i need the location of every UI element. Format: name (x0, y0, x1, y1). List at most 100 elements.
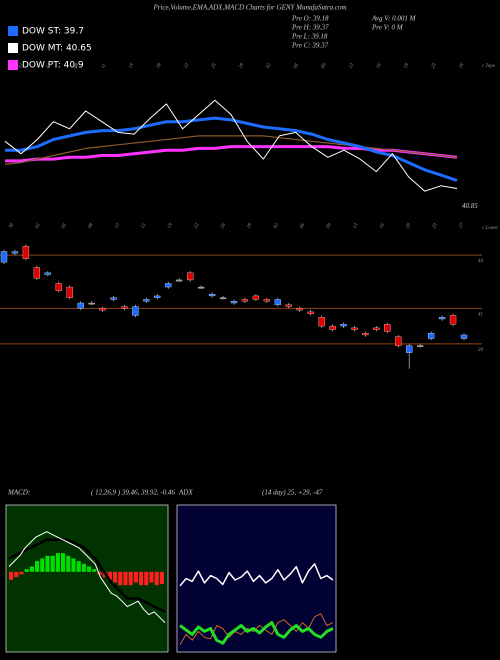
candle-body (438, 317, 446, 320)
x-tick-label: 22 (194, 222, 201, 229)
candle-body (460, 334, 468, 339)
candle-body (417, 345, 424, 347)
series-line (179, 563, 334, 587)
histogram-bar (45, 555, 50, 572)
candle-body (154, 295, 161, 298)
x-tick-label: 19 (167, 222, 174, 229)
candle-body (33, 267, 41, 279)
histogram-bar (159, 571, 164, 585)
histogram-bar (154, 571, 159, 586)
histogram-bar (35, 561, 40, 572)
histogram-bar (128, 571, 133, 586)
x-tick-label: 12 (348, 62, 355, 69)
candle-body (143, 299, 150, 302)
x-tick-label: 30 (8, 222, 15, 229)
legend-label: DOW PT: 40.9 (22, 61, 84, 71)
candle-body (187, 272, 194, 281)
x-tick-label: 18 (156, 62, 163, 69)
x-tick-label: 16 (379, 222, 386, 229)
y-tick-label: 44 (478, 259, 484, 264)
candle-body (406, 345, 413, 353)
candle-body (66, 286, 73, 298)
histogram-bar (144, 571, 149, 586)
panel-background (5, 504, 169, 653)
histogram-bar (19, 571, 24, 575)
x-tick-label: 20 (405, 222, 412, 229)
candle-body (449, 315, 457, 325)
stat: Pre O: 39.18 (291, 15, 329, 23)
series-line (8, 531, 166, 623)
x-tick-label: 08 (73, 62, 80, 69)
candle-body (252, 295, 260, 300)
x-tick-label: 16 (376, 62, 383, 69)
histogram-bar (61, 553, 66, 572)
histogram-bar (29, 566, 34, 572)
side-note: c Topo (482, 64, 496, 69)
candle-body (427, 333, 435, 339)
stat: Pre V: 0 M (371, 24, 404, 32)
histogram-bar (133, 571, 138, 583)
histogram-bar (24, 569, 29, 572)
legend-label: DOW ST: 39.7 (22, 27, 84, 37)
stat: Pre C: 39.37 (291, 42, 329, 50)
candle-body (77, 302, 84, 309)
legend-swatch (8, 26, 18, 36)
x-tick-label: 05 (61, 222, 68, 229)
candle-body (197, 286, 205, 289)
candle-body (274, 299, 281, 305)
candle-body (318, 317, 325, 327)
stat: Avg V: 0.001 M (371, 15, 417, 23)
x-tick-label: 01 (35, 223, 42, 230)
legend-swatch (8, 60, 18, 70)
stat: Pre H: 39.37 (291, 24, 329, 32)
x-tick-label: 09 (326, 222, 333, 229)
histogram-bar (71, 558, 76, 572)
panel-title: ADX (178, 489, 193, 497)
x-tick-label: 04 (46, 62, 53, 69)
candle-body (22, 246, 30, 259)
candle-body (373, 327, 380, 330)
series-line (4, 135, 458, 165)
x-tick-label: 02 (273, 222, 280, 229)
y-tick-label: 39 (478, 348, 484, 353)
panel-subtitle: (14 day) 25, +29, -47 (262, 489, 323, 497)
x-tick-label: 26 (220, 222, 227, 229)
candle-body (307, 311, 314, 314)
x-tick-label: 13 (353, 222, 360, 229)
candle-body (351, 327, 358, 330)
histogram-bar (14, 571, 19, 578)
panel-subtitle: ( 12,26,9 ) 39.46, 39.92, -0.46 (91, 489, 175, 497)
series-line (5, 116, 458, 182)
x-tick-label: 02 (266, 62, 273, 69)
histogram-bar (55, 553, 60, 572)
histogram-bar (113, 571, 118, 583)
x-tick-label: 05 (293, 62, 300, 69)
candle-body (55, 283, 62, 291)
x-tick-label: 15 (128, 62, 135, 69)
histogram-bar (149, 571, 154, 583)
x-tick-label: 26 (458, 62, 465, 69)
histogram-bar (123, 571, 128, 586)
histogram-bar (81, 563, 86, 572)
histogram-bar (40, 558, 45, 572)
x-tick-label: 12 (114, 222, 121, 229)
x-tick-label: 19 (403, 62, 410, 69)
x-tick-label: 11 (101, 63, 108, 70)
x-tick-label: 25 (211, 62, 218, 69)
series-line (5, 145, 458, 163)
candle-body (11, 251, 19, 254)
candle-body (165, 283, 172, 288)
histogram-bar (9, 571, 14, 580)
histogram-bar (87, 566, 92, 572)
candle-body (285, 304, 292, 307)
candle-body (296, 308, 303, 311)
candle-body (362, 333, 369, 336)
x-tick-label: 09 (321, 62, 328, 69)
x-tick-label: 23 (432, 222, 439, 229)
x-tick-label: 01 (18, 63, 25, 70)
histogram-bar (97, 571, 102, 575)
candle-body (263, 299, 271, 302)
candle-body (0, 251, 8, 263)
candle-body (230, 301, 238, 304)
histogram-bar (92, 569, 97, 572)
